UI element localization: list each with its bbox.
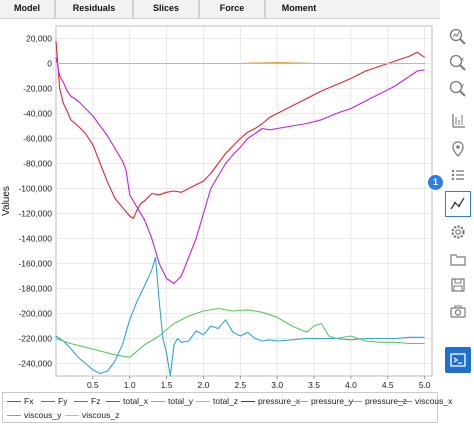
y-tick-label: 20,000 (26, 34, 52, 44)
settings-gear-icon[interactable] (446, 221, 470, 243)
y-tick-label: -120,000 (18, 209, 52, 219)
legend-label: Fy (58, 396, 68, 406)
tab-residuals[interactable]: Residuals (56, 0, 134, 18)
series-line-viscous-x (55, 256, 425, 377)
tab-model[interactable]: Model (0, 0, 56, 18)
legend-label: Fz (91, 396, 101, 406)
line-chart-icon[interactable] (445, 191, 471, 217)
axis-settings-icon[interactable] (446, 110, 470, 132)
legend-label: pressure_y (311, 396, 354, 406)
legend-item-viscous-y[interactable]: viscous_y (7, 409, 61, 421)
x-tick-label: 1.0 (124, 380, 136, 390)
legend-item-pressure-y[interactable]: pressure_y (294, 395, 353, 407)
y-tick-label: -60,000 (23, 134, 52, 144)
zoom-x-icon[interactable]: x (446, 52, 470, 74)
x-tick-label: 4.5 (382, 380, 394, 390)
series-line-total-x (55, 57, 425, 285)
y-tick-label: -140,000 (18, 234, 52, 244)
legend-swatch (65, 414, 79, 416)
save-icon[interactable] (446, 274, 470, 296)
list-icon[interactable] (446, 164, 470, 186)
chart-axes (92, 376, 426, 379)
zoom-fit-icon[interactable] (446, 26, 470, 48)
tab-moment[interactable]: Moment (281, 3, 317, 13)
legend-item-pressure-z[interactable]: pressure_z (348, 395, 407, 407)
legend-swatch (196, 400, 210, 402)
x-tick-label: 4.0 (345, 380, 357, 390)
open-folder-icon[interactable] (446, 248, 470, 270)
chart-legend: Fx Fy Fz total_x total_y total_z pressure_x pre… (2, 392, 452, 423)
legend-swatch (106, 400, 120, 402)
tab-slices[interactable]: Slices (134, 0, 200, 18)
x-tick-label: 3.5 (308, 380, 320, 390)
x-tick-label: 1.5 (161, 380, 173, 390)
chart-series (55, 40, 425, 377)
y-tick-label: -220,000 (18, 334, 52, 344)
legend-swatch (7, 414, 21, 416)
legend-swatch (241, 400, 255, 402)
legend-label: Fx (24, 396, 34, 406)
y-tick-label: -180,000 (18, 284, 52, 294)
y-tick-label: -80,000 (23, 159, 52, 169)
step-badge: 1 (428, 175, 443, 190)
legend-label: total_x (123, 396, 149, 406)
legend-item-fy[interactable]: Fy (41, 395, 67, 407)
force-chart: 20,000 0 -20,000 -40,000 -60,000 -80,000 -100,… (1, 25, 433, 391)
legend-item-fz[interactable]: Fz (74, 395, 100, 407)
legend-item-total-y[interactable]: total_y (151, 395, 193, 407)
y-tick-label: -160,000 (18, 259, 52, 269)
legend-label: viscous_y (24, 410, 62, 420)
y-tick-label: -240,000 (18, 359, 52, 369)
legend-label: total_z (213, 396, 239, 406)
y-tick-label: 0 (47, 59, 52, 69)
y-tick-label: -20,000 (23, 84, 52, 94)
location-marker-icon[interactable] (446, 138, 470, 160)
legend-item-viscous-x[interactable]: viscous_x (398, 395, 452, 407)
legend-label: viscous_z (82, 410, 120, 420)
legend-label: pressure_z (365, 396, 408, 406)
y-axis-label: Values (1, 186, 12, 216)
series-line-fx (55, 40, 425, 220)
zoom-y-icon[interactable]: y (446, 78, 470, 100)
tab-force[interactable]: Force (200, 0, 266, 18)
legend-label: viscous_x (415, 396, 453, 406)
legend-item-fx[interactable]: Fx (7, 395, 33, 407)
legend-swatch (348, 400, 362, 402)
legend-swatch (74, 400, 88, 402)
svg-text:y: y (461, 83, 464, 89)
chart-grid (55, 25, 433, 377)
plot-area (55, 25, 433, 377)
y-tick-label: -40,000 (23, 109, 52, 119)
console-button[interactable] (445, 347, 471, 373)
legend-swatch (294, 400, 308, 402)
series-line-viscous-y (55, 307, 425, 358)
tab-bar: Model Residuals Slices Force Moment (0, 0, 440, 19)
legend-label: total_y (168, 396, 194, 406)
legend-swatch (7, 400, 21, 402)
y-tick-label: -200,000 (18, 309, 52, 319)
x-tick-label: 5.0 (419, 380, 431, 390)
legend-item-pressure-x[interactable]: pressure_x (241, 395, 300, 407)
x-tick-label: 2.0 (198, 380, 210, 390)
svg-text:x: x (461, 57, 464, 63)
x-tick-label: 0.5 (87, 380, 99, 390)
camera-icon[interactable] (446, 300, 470, 322)
legend-swatch (41, 400, 55, 402)
legend-item-viscous-z[interactable]: viscous_z (65, 409, 119, 421)
chart-labels: 20,000 0 -20,000 -40,000 -60,000 -80,000 -100,… (1, 34, 431, 391)
y-tick-label: -100,000 (18, 184, 52, 194)
x-tick-label: 3.0 (271, 380, 283, 390)
legend-swatch (398, 400, 412, 402)
legend-item-total-z[interactable]: total_z (196, 395, 238, 407)
legend-item-total-x[interactable]: total_x (106, 395, 148, 407)
legend-label: pressure_x (258, 396, 301, 406)
x-tick-label: 2.5 (234, 380, 246, 390)
legend-swatch (151, 400, 165, 402)
console-icon (450, 353, 466, 367)
